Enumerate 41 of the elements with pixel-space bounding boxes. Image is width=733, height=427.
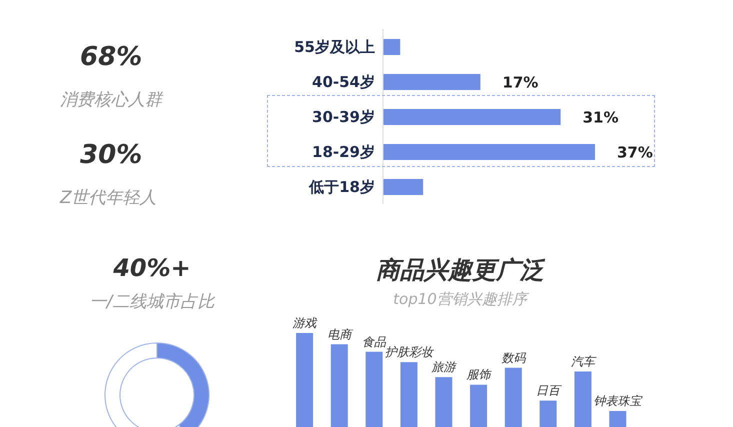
text: Z世代年轻人: [60, 187, 157, 209]
x-tick-label: 电商: [327, 327, 354, 342]
bar: [383, 74, 480, 90]
bar: [366, 352, 383, 427]
y-tick-label: 18-29岁: [312, 142, 375, 161]
x-tick-label: 服饰: [466, 368, 493, 382]
y-tick-label: 低于18岁: [308, 178, 375, 196]
bar: [400, 362, 418, 427]
bar: [383, 179, 424, 195]
bar: [470, 384, 488, 427]
x-tick-label: 钟表珠宝: [594, 394, 644, 408]
x-tick-label: 日百: [536, 384, 562, 398]
data-label: 31%: [582, 108, 619, 126]
y-tick-label: 30-39岁: [312, 108, 375, 126]
bar: [504, 368, 522, 427]
chart-subtitle: 一/二线城市占比: [88, 291, 216, 313]
text: 消费核心人群: [60, 89, 162, 111]
bar: [574, 372, 592, 427]
bar: [435, 377, 452, 427]
bar: [383, 144, 595, 160]
text: 30%: [80, 140, 142, 170]
bar: [330, 344, 348, 427]
x-tick-label: 食品: [362, 334, 388, 349]
x-tick-label: 游戏: [292, 316, 318, 330]
data-label: 17%: [502, 73, 538, 92]
x-tick-label: 汽车: [570, 354, 597, 369]
bar: [383, 39, 400, 55]
bar: [609, 411, 626, 427]
x-tick-label: 旅游: [430, 360, 458, 374]
y-tick-label: 55岁及以上: [294, 38, 375, 56]
chart-title: 40%+: [112, 254, 192, 282]
y-tick-label: 40-54岁: [312, 72, 375, 91]
bar: [383, 109, 561, 125]
text: 68%: [80, 42, 142, 72]
chart-subtitle: top10营销兴趣排序: [392, 290, 530, 309]
chart-title: 商品兴趣更广泛: [375, 255, 546, 286]
x-tick-label: 数码: [501, 350, 526, 365]
bar: [540, 400, 557, 427]
data-label: 37%: [617, 143, 653, 162]
x-tick-label: 护肤彩妆: [384, 345, 435, 360]
bar: [296, 333, 314, 427]
